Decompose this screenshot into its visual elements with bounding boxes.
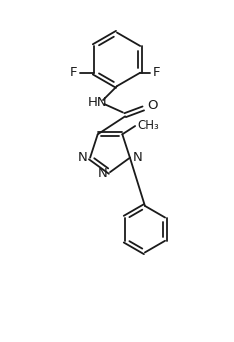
Text: F: F: [153, 66, 161, 79]
Text: F: F: [70, 66, 77, 79]
Text: O: O: [147, 100, 158, 113]
Text: N: N: [133, 151, 143, 164]
Text: CH₃: CH₃: [137, 119, 159, 132]
Text: HN: HN: [88, 96, 107, 109]
Text: N: N: [77, 151, 87, 164]
Text: N: N: [98, 167, 108, 180]
